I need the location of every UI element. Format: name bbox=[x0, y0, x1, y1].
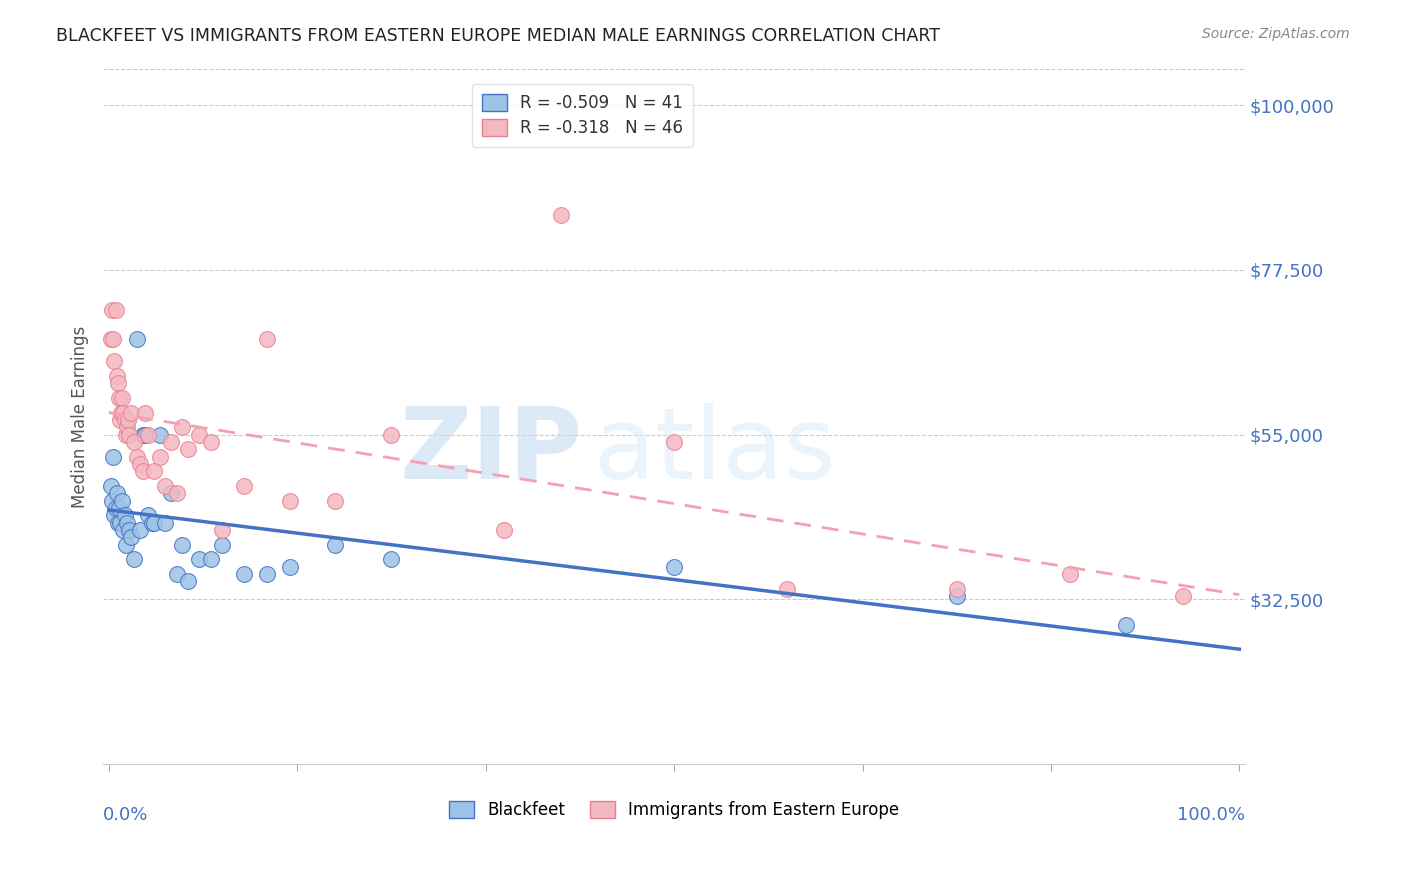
Point bbox=[138, 427, 160, 442]
Text: BLACKFEET VS IMMIGRANTS FROM EASTERN EUROPE MEDIAN MALE EARNINGS CORRELATION CHA: BLACKFEET VS IMMIGRANTS FROM EASTERN EUR… bbox=[56, 27, 941, 45]
Legend: R = -0.509   N = 41, R = -0.318   N = 46: R = -0.509 N = 41, R = -0.318 N = 46 bbox=[472, 84, 693, 147]
Point bbox=[114, 537, 136, 551]
Point bbox=[1171, 589, 1194, 603]
Point bbox=[1059, 566, 1081, 581]
Point bbox=[108, 391, 131, 405]
Point bbox=[100, 333, 122, 347]
Point bbox=[278, 493, 301, 508]
Point bbox=[233, 566, 256, 581]
Point bbox=[172, 420, 194, 434]
Point bbox=[776, 582, 799, 596]
Point bbox=[134, 406, 156, 420]
Point bbox=[112, 406, 135, 420]
Y-axis label: Median Male Earnings: Median Male Earnings bbox=[72, 326, 89, 508]
Point bbox=[105, 486, 128, 500]
Point bbox=[107, 516, 129, 530]
Point bbox=[111, 493, 134, 508]
Point bbox=[120, 530, 142, 544]
Point bbox=[131, 427, 153, 442]
Point bbox=[114, 508, 136, 523]
Text: Source: ZipAtlas.com: Source: ZipAtlas.com bbox=[1202, 27, 1350, 41]
Point bbox=[118, 427, 141, 442]
Point bbox=[233, 479, 256, 493]
Point bbox=[104, 500, 127, 515]
Point bbox=[134, 427, 156, 442]
Text: ZIP: ZIP bbox=[399, 402, 582, 500]
Point bbox=[108, 516, 131, 530]
Point bbox=[160, 435, 183, 450]
Point bbox=[166, 486, 188, 500]
Point bbox=[114, 427, 136, 442]
Point bbox=[114, 413, 136, 427]
Point bbox=[256, 566, 278, 581]
Point bbox=[945, 589, 967, 603]
Point bbox=[115, 516, 138, 530]
Point bbox=[105, 369, 128, 384]
Point bbox=[323, 493, 346, 508]
Point bbox=[188, 552, 211, 566]
Point bbox=[122, 552, 145, 566]
Point bbox=[108, 413, 131, 427]
Point bbox=[172, 537, 194, 551]
Point bbox=[118, 523, 141, 537]
Text: atlas: atlas bbox=[595, 402, 835, 500]
Point bbox=[155, 516, 177, 530]
Point bbox=[149, 450, 172, 464]
Point bbox=[494, 523, 516, 537]
Point bbox=[111, 391, 134, 405]
Point bbox=[101, 303, 124, 318]
Point bbox=[108, 500, 131, 515]
Point bbox=[101, 493, 124, 508]
Point bbox=[211, 523, 233, 537]
Point bbox=[103, 333, 125, 347]
Point bbox=[112, 523, 135, 537]
Point bbox=[278, 559, 301, 574]
Point bbox=[380, 427, 402, 442]
Point bbox=[103, 450, 125, 464]
Point bbox=[177, 574, 200, 589]
Text: 100.0%: 100.0% bbox=[1177, 806, 1246, 824]
Point bbox=[945, 582, 967, 596]
Point bbox=[177, 442, 200, 457]
Point bbox=[117, 413, 139, 427]
Point bbox=[129, 457, 152, 471]
Point bbox=[200, 435, 222, 450]
Point bbox=[115, 420, 138, 434]
Point bbox=[100, 479, 122, 493]
Point bbox=[662, 435, 685, 450]
Point bbox=[323, 537, 346, 551]
Text: 0.0%: 0.0% bbox=[103, 806, 149, 824]
Point bbox=[122, 435, 145, 450]
Point bbox=[149, 427, 172, 442]
Point bbox=[143, 516, 166, 530]
Point bbox=[125, 450, 148, 464]
Point bbox=[550, 208, 572, 222]
Point bbox=[200, 552, 222, 566]
Point bbox=[211, 537, 233, 551]
Point bbox=[129, 523, 152, 537]
Point bbox=[138, 508, 160, 523]
Point bbox=[256, 333, 278, 347]
Point bbox=[143, 464, 166, 478]
Point bbox=[1115, 618, 1137, 632]
Point bbox=[662, 559, 685, 574]
Point bbox=[188, 427, 211, 442]
Point bbox=[110, 406, 132, 420]
Point bbox=[125, 333, 148, 347]
Point bbox=[103, 508, 125, 523]
Point bbox=[160, 486, 183, 500]
Point bbox=[141, 516, 163, 530]
Point bbox=[155, 479, 177, 493]
Point bbox=[166, 566, 188, 581]
Point bbox=[380, 552, 402, 566]
Point bbox=[104, 303, 127, 318]
Point bbox=[103, 354, 125, 368]
Point bbox=[131, 464, 153, 478]
Point bbox=[120, 406, 142, 420]
Point bbox=[107, 376, 129, 391]
